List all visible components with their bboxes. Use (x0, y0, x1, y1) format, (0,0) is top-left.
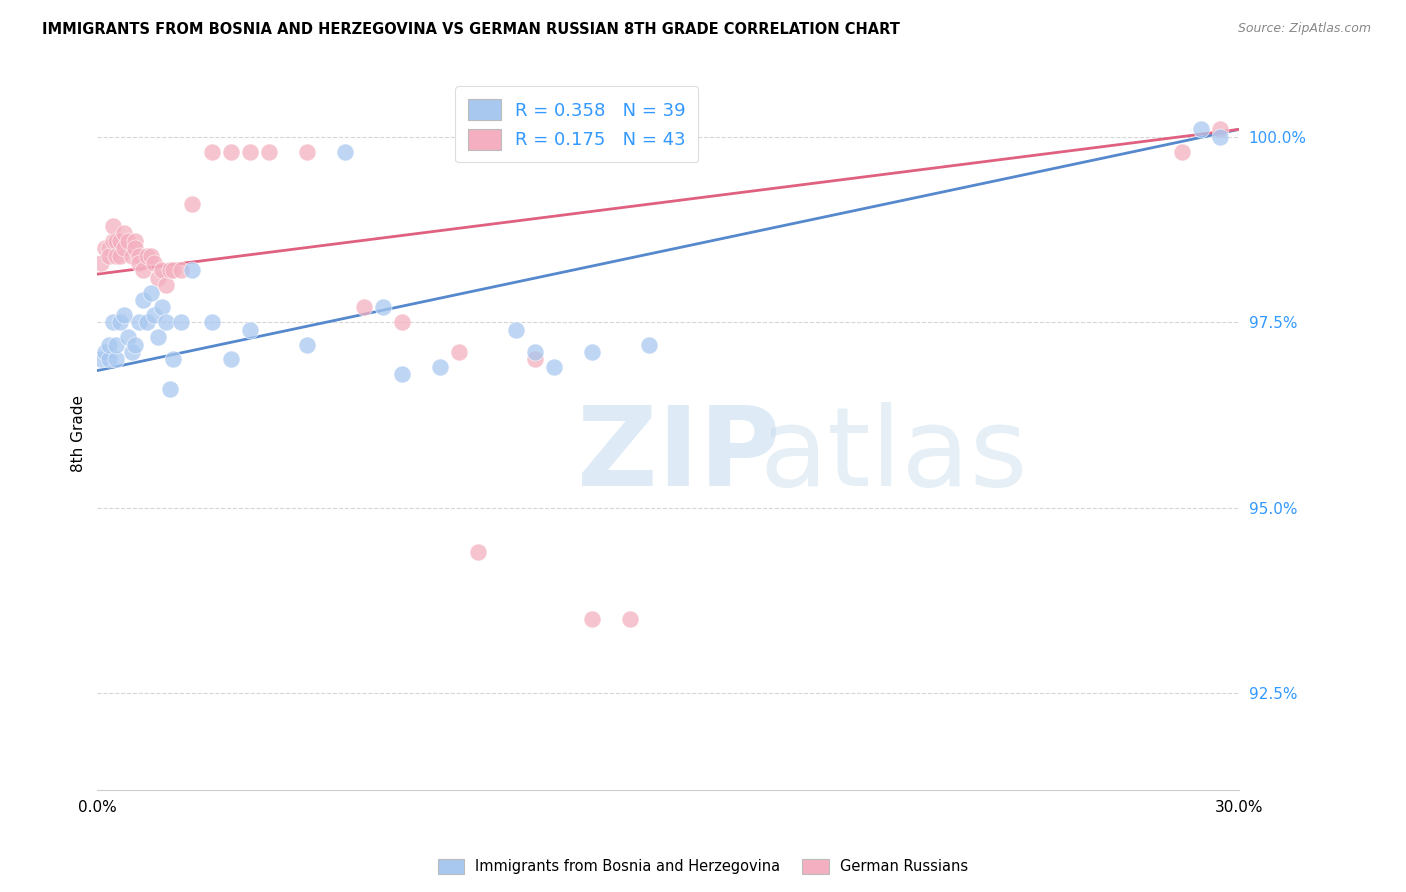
Point (90, 256, 112, 270)
Point (112, 308, 135, 322)
Point (181, 196, 204, 211)
Point (1171, 145, 1194, 159)
Point (101, 234, 124, 248)
Point (148, 270, 170, 285)
Point (143, 256, 166, 270)
Point (124, 337, 146, 351)
Point (447, 345, 470, 359)
Point (1209, 122, 1232, 136)
Point (97, 337, 120, 351)
Point (238, 145, 260, 159)
Point (128, 256, 150, 270)
Point (162, 352, 184, 367)
Point (581, 612, 603, 626)
Point (94, 345, 117, 359)
Point (219, 352, 242, 367)
Point (429, 359, 451, 374)
Point (371, 301, 394, 315)
Point (128, 315, 150, 329)
Y-axis label: 8th Grade: 8th Grade (72, 395, 86, 472)
Point (124, 234, 146, 248)
Point (170, 315, 193, 329)
Point (97, 241, 120, 255)
Point (1209, 129, 1232, 144)
Legend: Immigrants from Bosnia and Herzegovina, German Russians: Immigrants from Bosnia and Herzegovina, … (432, 853, 974, 880)
Point (333, 145, 356, 159)
Point (101, 315, 124, 329)
Point (139, 248, 162, 262)
Point (295, 337, 318, 351)
Point (150, 301, 173, 315)
Point (135, 315, 157, 329)
Text: ZIP: ZIP (576, 401, 780, 508)
Point (162, 263, 184, 277)
Point (112, 227, 135, 241)
Point (132, 263, 155, 277)
Point (97, 352, 120, 367)
Point (1189, 122, 1212, 136)
Point (148, 330, 170, 344)
Point (257, 145, 280, 159)
Text: IMMIGRANTS FROM BOSNIA AND HERZEGOVINA VS GERMAN RUSSIAN 8TH GRADE CORRELATION C: IMMIGRANTS FROM BOSNIA AND HERZEGOVINA V… (42, 22, 900, 37)
Point (170, 263, 193, 277)
Point (543, 359, 565, 374)
Point (139, 285, 162, 300)
Point (94, 241, 117, 255)
Point (117, 234, 139, 248)
Text: Source: ZipAtlas.com: Source: ZipAtlas.com (1237, 22, 1371, 36)
Point (353, 301, 375, 315)
Point (159, 263, 181, 277)
Point (101, 219, 124, 233)
Point (105, 248, 128, 262)
Point (117, 330, 139, 344)
Point (155, 315, 177, 329)
Point (181, 263, 204, 277)
Point (121, 248, 143, 262)
Point (238, 323, 260, 337)
Point (159, 382, 181, 396)
Point (97, 248, 120, 262)
Point (155, 278, 177, 293)
Point (90, 352, 112, 367)
Point (124, 241, 146, 255)
Point (108, 234, 131, 248)
Point (505, 323, 527, 337)
Point (200, 145, 222, 159)
Point (295, 145, 318, 159)
Text: atlas: atlas (759, 401, 1028, 508)
Point (638, 337, 661, 351)
Point (132, 293, 155, 307)
Point (391, 315, 413, 329)
Point (112, 241, 135, 255)
Point (105, 234, 128, 248)
Point (128, 248, 150, 262)
Point (219, 145, 242, 159)
Point (143, 308, 166, 322)
Point (105, 352, 128, 367)
Point (150, 263, 173, 277)
Legend: R = 0.358   N = 39, R = 0.175   N = 43: R = 0.358 N = 39, R = 0.175 N = 43 (456, 87, 699, 162)
Point (108, 248, 131, 262)
Point (581, 345, 603, 359)
Point (200, 315, 222, 329)
Point (523, 352, 546, 367)
Point (121, 345, 143, 359)
Point (135, 248, 157, 262)
Point (619, 612, 641, 626)
Point (523, 345, 546, 359)
Point (391, 368, 413, 382)
Point (108, 315, 131, 329)
Point (105, 337, 128, 351)
Point (467, 545, 489, 559)
